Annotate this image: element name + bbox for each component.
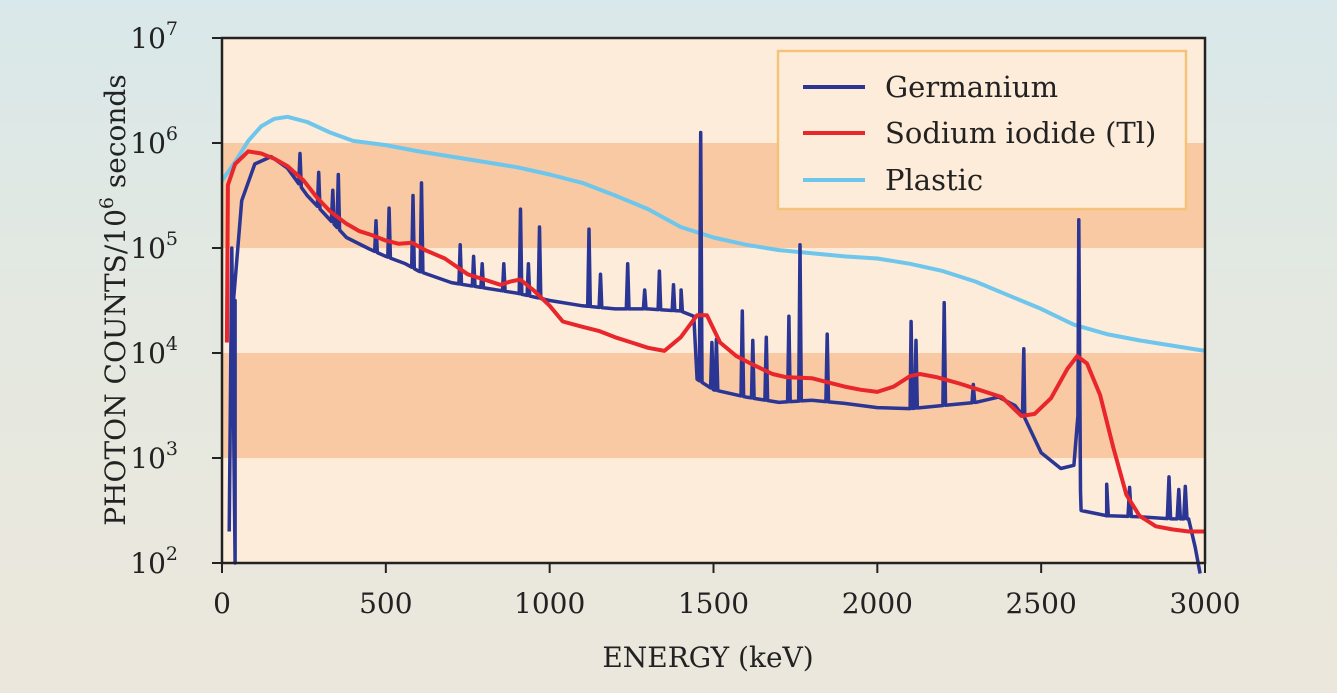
- y-axis-title-main: PHOTON COUNTS/10: [99, 209, 132, 526]
- legend-item-germanium: Germanium: [803, 70, 1058, 104]
- x-tick-label-3000: 3000: [1169, 587, 1240, 620]
- y-axis-title: PHOTON COUNTS/106 seconds: [96, 74, 132, 525]
- series-layer: [220, 114, 1206, 574]
- x-tick-label-2500: 2500: [1006, 587, 1077, 620]
- series-sodium-iodide-line: [224, 149, 1205, 534]
- x-tick-label-2000: 2000: [842, 587, 913, 620]
- y-axis-title-exponent: 6: [96, 197, 118, 209]
- legend-label-plastic: Plastic: [885, 163, 983, 197]
- legend-item-sodium-iodide: Sodium iodide (Tl): [803, 116, 1156, 150]
- band-decade-4: [222, 248, 1205, 353]
- y-tick-label-6: 106: [130, 123, 178, 160]
- x-tick-label-1500: 1500: [678, 587, 749, 620]
- y-tick-label-5: 105: [130, 228, 178, 265]
- x-axis-title: ENERGY (keV): [602, 641, 813, 674]
- x-tick-label-500: 500: [359, 587, 412, 620]
- series-germanium-line: [227, 130, 1202, 574]
- y-axis-title-unit: seconds: [99, 74, 132, 197]
- axes: 0 500 1000 1500 2000 2500 3000 102 103 104 105 106 1…: [130, 18, 1240, 620]
- band-decade-2: [222, 458, 1205, 563]
- y-tick-label-2: 102: [130, 543, 178, 580]
- legend-label-germanium: Germanium: [885, 70, 1058, 104]
- y-tick-label-7: 107: [130, 18, 178, 55]
- x-tick-label-0: 0: [213, 587, 231, 620]
- x-tick-label-1000: 1000: [514, 587, 585, 620]
- legend-label-sodium-iodide: Sodium iodide (Tl): [885, 116, 1156, 150]
- legend-box: [776, 49, 1188, 211]
- legend-item-plastic: Plastic: [803, 163, 983, 197]
- y-tick-label-3: 103: [130, 438, 178, 475]
- y-tick-label-4: 104: [130, 333, 178, 370]
- series-plastic-line: [220, 114, 1206, 353]
- legend: Germanium Sodium iodide (Tl) Plastic: [776, 49, 1188, 211]
